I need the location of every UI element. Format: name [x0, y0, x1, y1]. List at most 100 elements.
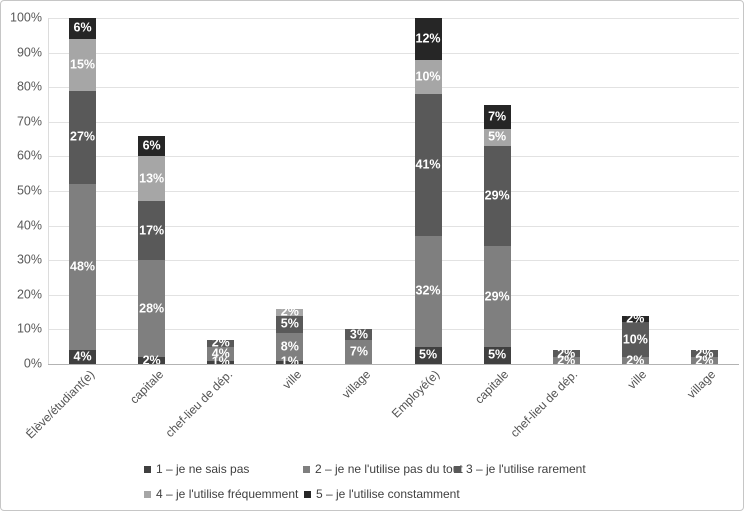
- bar-segment-label: 2%: [211, 335, 230, 350]
- bar-segment-label: 6%: [73, 20, 92, 35]
- bar-segment: [552, 357, 580, 364]
- bar-segment-label: 2%: [626, 353, 645, 364]
- bar-segment-label: 5%: [488, 129, 507, 144]
- legend-item: 4 – je l'utilise fréquemment: [144, 488, 298, 501]
- x-axis-line: [48, 364, 739, 365]
- bar-segment: [69, 38, 97, 91]
- y-tick-label: 90%: [16, 45, 42, 60]
- bar-segment: [69, 184, 97, 351]
- bar-segment-label: 13%: [139, 171, 165, 186]
- bar-segment-label: 29%: [484, 289, 510, 304]
- legend-item: 5 – je l'utilise constamment: [304, 488, 460, 501]
- gridline: [48, 191, 739, 192]
- bar-segment: [483, 146, 511, 247]
- bar-segment-label: 10%: [415, 69, 441, 84]
- gridline: [48, 87, 739, 89]
- legend-label: 1 – je ne sais pas: [156, 462, 250, 476]
- bar-segment: [621, 322, 649, 358]
- bar-segment: [276, 315, 304, 333]
- gridline: [48, 52, 739, 54]
- bar-segment-label: 12%: [415, 31, 441, 46]
- bar-segment-label: 17%: [139, 223, 165, 238]
- y-axis-line: [48, 18, 49, 364]
- bar-segment: [690, 357, 718, 364]
- bar-segment-label: 15%: [70, 57, 96, 72]
- bar-segment-label: 10%: [622, 332, 648, 347]
- gridline: [48, 329, 739, 331]
- bar-segment-label: 32%: [415, 283, 441, 298]
- bar-segment-label: 7%: [488, 109, 507, 124]
- bar-segment: [621, 357, 649, 364]
- bar-segment-label: 41%: [415, 157, 441, 172]
- bar-segment: [276, 308, 304, 316]
- gridline: [48, 121, 739, 123]
- legend-swatch-icon: [303, 466, 310, 473]
- legend-label: 3 – je l'utilise rarement: [466, 462, 586, 476]
- bar-segment: [207, 339, 235, 347]
- bar-segment: [207, 360, 235, 364]
- bar-segment: [69, 90, 97, 185]
- bar-segment-label: 2%: [142, 353, 161, 364]
- bar-segment: [138, 201, 166, 261]
- gridline: [48, 156, 739, 158]
- bar-segment-label: 6%: [142, 138, 161, 153]
- bar-segment-label: 1%: [211, 354, 230, 364]
- bar-segment: [483, 128, 511, 147]
- legend-swatch-icon: [144, 491, 151, 498]
- gridline: [48, 18, 739, 19]
- y-tick-label: 30%: [16, 252, 42, 267]
- bar-segment: [690, 350, 718, 358]
- bar-segment: [414, 235, 442, 347]
- bar-segment: [414, 94, 442, 236]
- bar-segment-label: 5%: [419, 347, 438, 362]
- bar-segment-label: 4%: [73, 349, 92, 364]
- bar-segment-label: 48%: [70, 259, 96, 274]
- legend-item: 3 – je l'utilise rarement: [454, 463, 586, 476]
- legend-swatch-icon: [144, 466, 151, 473]
- legend-item: 1 – je ne sais pas: [144, 463, 249, 476]
- bar-segment-label: 2%: [280, 304, 299, 319]
- gridline: [48, 260, 739, 262]
- bar-segment: [345, 329, 373, 340]
- bar-segment-label: 2%: [695, 346, 714, 361]
- bar-segment-label: 8%: [280, 339, 299, 354]
- bar-segment: [138, 135, 166, 157]
- bar-segment-label: 4%: [211, 346, 230, 361]
- y-tick-label: 10%: [16, 321, 42, 336]
- bar-segment: [345, 339, 373, 364]
- x-category-label: Élève/étudiant(e): [22, 367, 97, 442]
- bar-segment: [138, 260, 166, 358]
- bar-segment-label: 5%: [488, 347, 507, 362]
- bars-layer: 4% 48% 27% 15% 6% 2% 28% 17% 13% 6% 1% 4% 2% 1% 8% 5% 2%…: [48, 18, 739, 364]
- bar-segment: [138, 357, 166, 364]
- legend-label: 2 – je ne l'utilise pas du tout: [315, 462, 463, 476]
- bar-segment-label: 2%: [626, 311, 645, 326]
- y-tick-label: 60%: [16, 148, 42, 163]
- legend-swatch-icon: [454, 466, 461, 473]
- bar-segment: [69, 350, 97, 364]
- legend-label: 5 – je l'utilise constamment: [316, 487, 460, 501]
- bar-segment-label: 7%: [349, 344, 368, 359]
- bar-segment-label: 28%: [139, 301, 165, 316]
- bar-segment-label: 2%: [695, 353, 714, 364]
- bar-segment: [483, 246, 511, 347]
- bar-segment-label: 1%: [280, 354, 299, 364]
- bar-segment: [621, 315, 649, 323]
- bar-segment: [69, 18, 97, 39]
- legend-label: 4 – je l'utilise fréquemment: [156, 487, 299, 501]
- bar-segment: [207, 346, 235, 361]
- gridline: [48, 225, 739, 227]
- legend-item: 2 – je ne l'utilise pas du tout: [303, 463, 463, 476]
- bar-segment: [276, 332, 304, 361]
- y-tick-label: 80%: [16, 79, 42, 94]
- bar-segment: [483, 104, 511, 129]
- y-tick-label: 100%: [10, 10, 42, 25]
- bar-segment-label: 2%: [557, 346, 576, 361]
- bar-segment: [414, 18, 442, 60]
- bar-segment-label: 2%: [557, 353, 576, 364]
- y-tick-label: 70%: [16, 114, 42, 129]
- bar-segment: [552, 350, 580, 358]
- bar-segment: [483, 346, 511, 364]
- bar-segment-label: 29%: [484, 188, 510, 203]
